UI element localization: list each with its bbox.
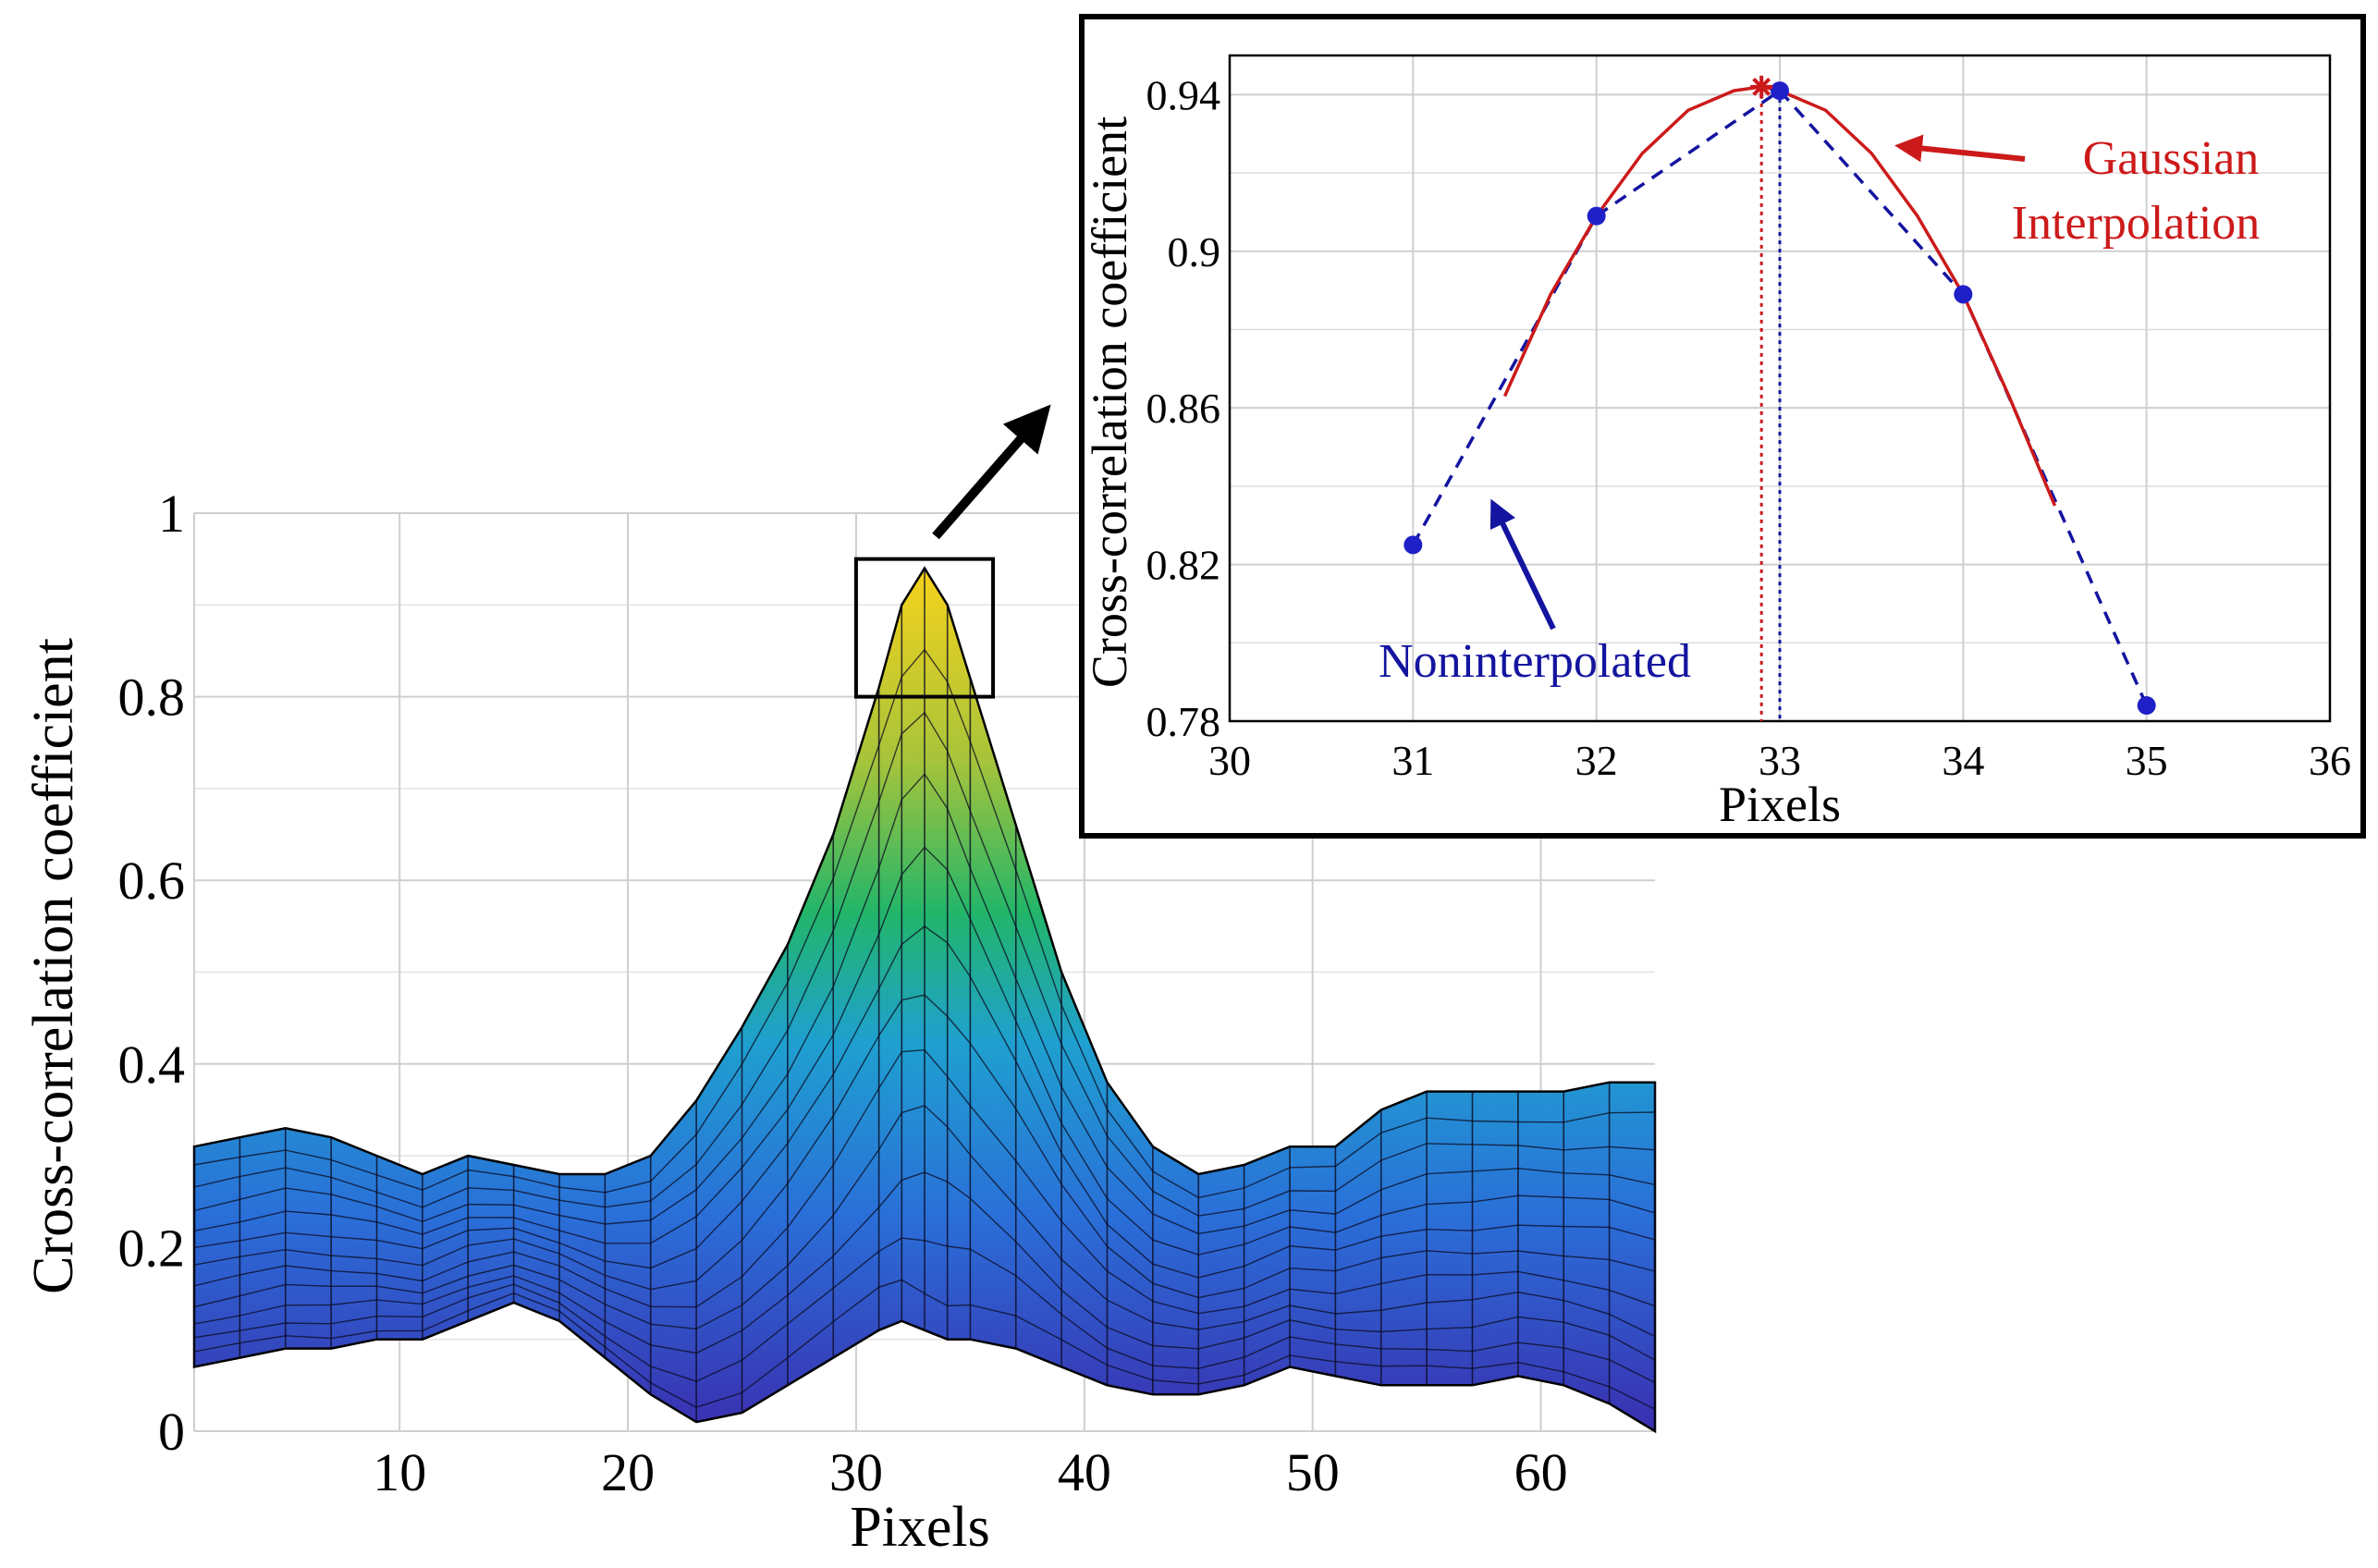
main-y-tick-label: 1 <box>158 484 185 544</box>
gaussian-peak-marker-stroke <box>1752 77 1771 96</box>
main-x-tick-label: 20 <box>601 1442 655 1502</box>
surface-mesh-h <box>193 925 1656 1279</box>
main-x-tick-label: 30 <box>829 1442 883 1502</box>
main-y-axis-label: Cross-correlation coefficient <box>22 638 85 1294</box>
surface-chart: 0 0.2 0.4 0.6 0.8 1 10 20 30 40 50 60 Pixels Cross… <box>22 484 1657 1559</box>
surface-mesh-h <box>193 648 1656 1199</box>
inset-y-tick-label: 0.78 <box>1146 698 1221 745</box>
surface-mesh-h <box>193 773 1656 1235</box>
inset-axes <box>1228 54 2332 723</box>
inset-y-axis-label: Cross-correlation coefficient <box>1082 116 1137 688</box>
noninterpolated-annotation: Noninterpolated <box>1379 635 1691 688</box>
inset-x-axis-label: Pixels <box>1719 777 1841 832</box>
main-y-tick-label: 0.2 <box>118 1218 186 1278</box>
noninterpolated-point <box>1771 81 1789 101</box>
surface-mesh-h <box>193 1237 1656 1384</box>
inset-x-tick-label: 36 <box>2309 737 2351 784</box>
inset-x-tick-label: 34 <box>1942 737 1984 784</box>
inset-y-tick-label: 0.9 <box>1168 228 1221 276</box>
main-y-tick-label: 0.6 <box>118 851 186 911</box>
zoom-arrow <box>932 404 1051 540</box>
noninterpolated-point <box>1954 285 1973 304</box>
surface-mesh-h <box>193 1171 1656 1361</box>
gaussian-curve <box>1502 85 2057 507</box>
gaussian-annotation-line1: Gaussian <box>2083 132 2260 185</box>
inset-x-tick-label: 32 <box>1575 737 1618 784</box>
inset-x-tick-label: 35 <box>2126 737 2168 784</box>
surface-mesh-h <box>193 1105 1656 1338</box>
inset-y-tick-label: 0.86 <box>1146 385 1221 432</box>
main-x-tick-label: 10 <box>373 1442 426 1502</box>
main-y-tick-label: 0.4 <box>118 1035 186 1095</box>
inset-y-tick-labels: 0.78 0.82 0.86 0.9 0.94 <box>1146 71 1221 745</box>
inset-y-tick-label: 0.94 <box>1146 71 1221 118</box>
surface-mesh-h <box>193 1279 1656 1410</box>
zoom-region-box <box>853 557 996 699</box>
inset-x-tick-label: 30 <box>1208 737 1251 784</box>
surface-plot <box>192 566 1657 1434</box>
inset-x-tick-labels: 30 31 32 33 34 35 36 <box>1208 737 2351 784</box>
inset-series <box>1404 75 2156 721</box>
surface-mesh-h <box>193 846 1656 1256</box>
main-y-tick-labels: 0 0.2 0.4 0.6 0.8 1 <box>118 484 186 1462</box>
surface-mesh-h <box>193 711 1656 1217</box>
gaussian-peak-marker <box>1750 75 1773 98</box>
noninterpolated-point <box>2137 696 2156 716</box>
main-x-tick-label: 40 <box>1058 1442 1111 1502</box>
main-x-tick-label: 50 <box>1286 1442 1340 1502</box>
main-y-tick-label: 0 <box>158 1402 185 1462</box>
surface-mesh-h <box>193 1048 1656 1315</box>
main-y-tick-label: 0.8 <box>118 668 186 728</box>
surface-mesh-h <box>193 994 1656 1299</box>
noninterpolated-point <box>1404 535 1423 555</box>
gaussian-annotation-line2: Interpolation <box>2012 197 2261 250</box>
main-x-axis-label: Pixels <box>850 1496 990 1559</box>
noninterpolated-point <box>1587 206 1606 226</box>
main-x-tick-label: 60 <box>1514 1442 1568 1502</box>
inset-y-tick-label: 0.82 <box>1146 542 1221 589</box>
noninterpolated-annotation-arrow <box>1489 498 1556 631</box>
main-x-tick-labels: 10 20 30 40 50 60 <box>373 1442 1567 1502</box>
inset-x-tick-label: 31 <box>1391 737 1434 784</box>
gaussian-annotation-arrow <box>1894 134 2026 163</box>
inset-x-tick-label: 33 <box>1759 737 1801 784</box>
inset-chart: 0.78 0.82 0.86 0.9 0.94 30 31 32 33 34 35 36 Pixel… <box>1079 14 2366 839</box>
